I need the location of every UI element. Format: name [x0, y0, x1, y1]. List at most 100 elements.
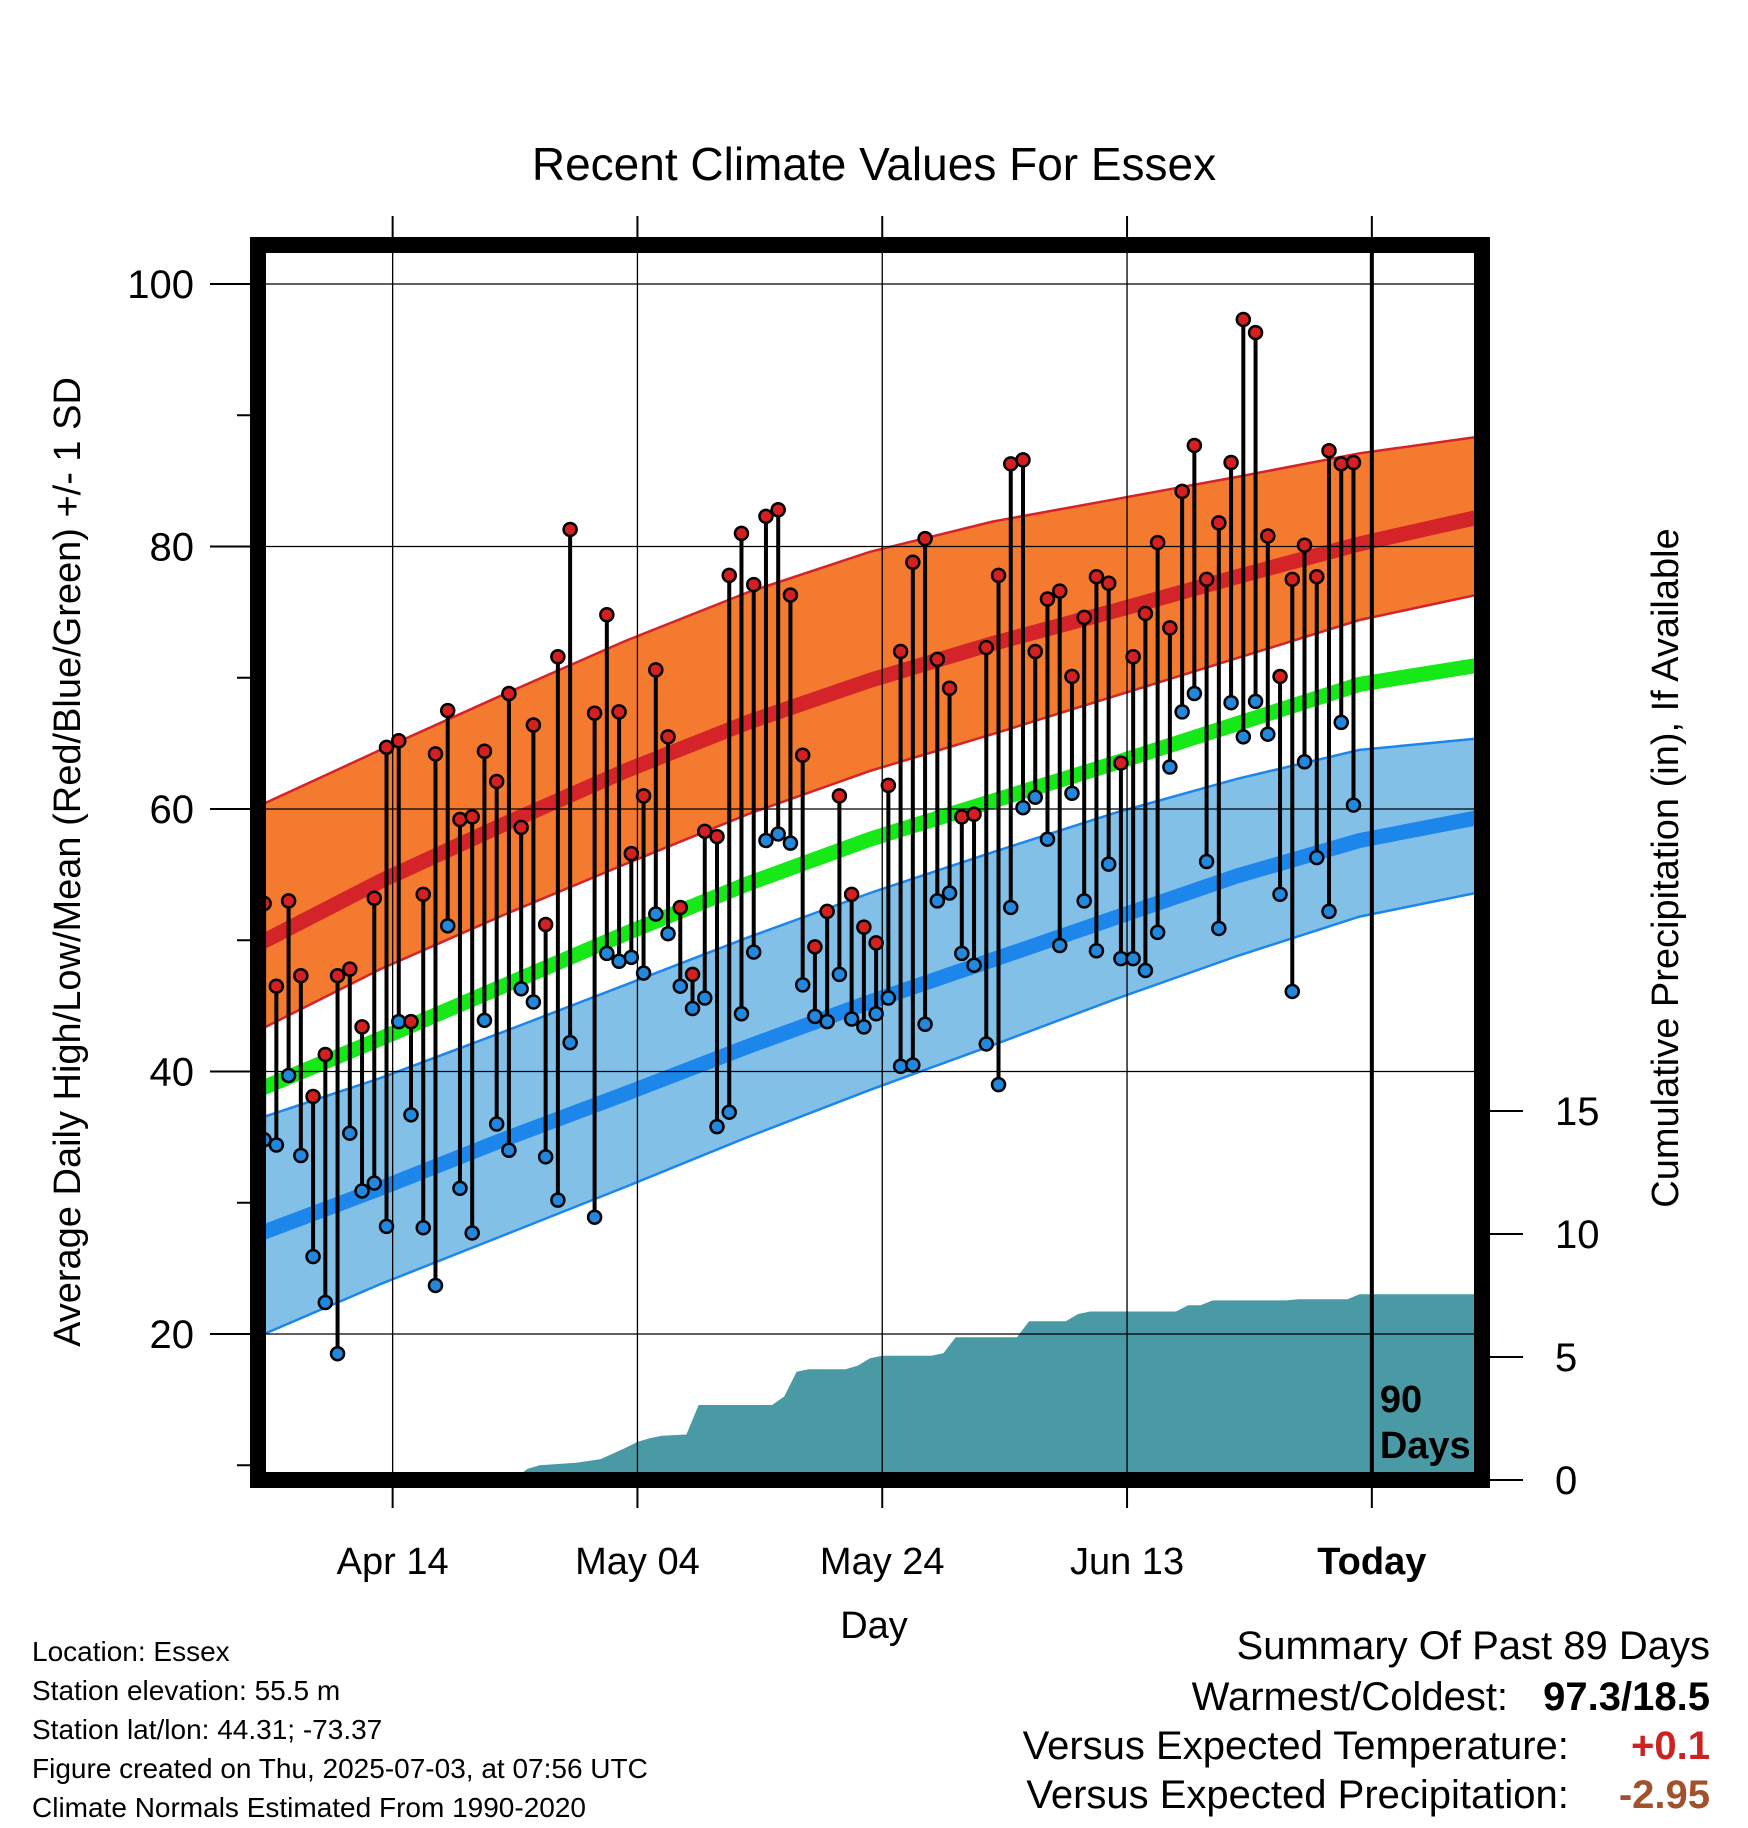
daily-low-point: [1088, 943, 1105, 959]
daily-low-point: [758, 832, 774, 849]
latlon-text: Station lat/lon: 44.31; -73.37: [32, 1714, 383, 1745]
daily-low-point: [1076, 893, 1092, 909]
today-label-days-count: 90: [1380, 1379, 1422, 1421]
summary-heading: Summary Of Past 89 Days: [1236, 1624, 1710, 1668]
daily-low-point: [1137, 962, 1154, 979]
daily-high-point: [1088, 568, 1105, 585]
daily-low-point: [819, 1013, 835, 1030]
daily-high-point: [354, 1019, 370, 1035]
daily-high-point: [1149, 534, 1166, 551]
daily-high-point: [1051, 583, 1068, 599]
y2-tick-label: 10: [1555, 1213, 1600, 1257]
daily-high-point: [452, 811, 468, 828]
daily-low-point: [856, 1019, 872, 1035]
daily-low-point: [1309, 849, 1325, 866]
daily-high-point: [1235, 311, 1252, 328]
daily-low-point: [513, 981, 529, 997]
daily-high-point: [794, 747, 811, 763]
daily-low-point: [1345, 797, 1362, 813]
y2-axis-label: Cumulative Precipitation (in), If Availa…: [1645, 528, 1687, 1207]
warmest-label: Warmest/Coldest:: [1191, 1675, 1509, 1719]
daily-low-point: [329, 1345, 346, 1362]
daily-high-point: [427, 746, 444, 762]
daily-high-point: [1174, 483, 1190, 500]
daily-high-point: [990, 567, 1007, 584]
daily-low-point: [1100, 856, 1117, 872]
daily-high-point: [684, 966, 701, 983]
daily-low-point: [280, 1067, 297, 1084]
summary-temp-row: Versus Expected Temperature: +0.1: [1023, 1724, 1710, 1769]
normal-high-line: [258, 508, 1482, 951]
daily-low-point: [1235, 729, 1252, 745]
daily-high-point: [745, 576, 762, 593]
low-sd-band: [258, 738, 1482, 1337]
daily-low-point: [305, 1248, 321, 1265]
daily-low-point: [427, 1277, 444, 1294]
daily-low-point: [843, 1011, 860, 1027]
daily-high-point: [403, 1013, 419, 1030]
daily-high-point: [770, 502, 786, 518]
daily-high-point: [501, 685, 517, 702]
daily-low-point: [978, 1036, 995, 1052]
daily-high-point: [905, 554, 921, 570]
daily-low-point: [1015, 799, 1031, 816]
daily-low-point: [721, 1104, 737, 1120]
precipitation-area: [258, 1294, 1482, 1480]
x-axis-label: Day: [840, 1605, 908, 1647]
daily-low-point: [1284, 983, 1301, 1000]
daily-low-point: [537, 1149, 554, 1165]
daily-high-point: [819, 903, 835, 920]
daily-high-point: [280, 893, 297, 909]
daily-high-point: [880, 777, 897, 794]
daily-high-point: [831, 788, 848, 804]
daily-low-point: [782, 835, 799, 851]
high-lower-edge: [258, 592, 1482, 1032]
daily-low-point: [415, 1219, 431, 1236]
daily-high-point: [758, 508, 774, 525]
daily-high-point: [293, 967, 309, 984]
daily-low-point: [990, 1076, 1007, 1093]
summary-warmest-row: Warmest/Coldest: 97.3/18.5: [1192, 1675, 1710, 1720]
daily-low-point: [317, 1294, 334, 1311]
daily-high-point: [439, 702, 456, 719]
daily-high-point: [513, 819, 529, 836]
daily-high-point: [378, 739, 395, 756]
created-text: Figure created on Thu, 2025-07-03, at 07…: [32, 1753, 648, 1784]
daily-high-point: [978, 639, 995, 656]
daily-high-point: [550, 649, 566, 665]
daily-low-point: [941, 885, 958, 901]
daily-low-point: [354, 1183, 370, 1199]
daily-high-point: [366, 890, 383, 906]
daily-low-point: [672, 978, 689, 994]
daily-high-point: [1198, 571, 1215, 588]
daily-low-point: [880, 990, 897, 1006]
daily-high-point: [782, 587, 799, 603]
x-tick-label: Apr 14: [337, 1541, 449, 1583]
daily-high-point: [1284, 571, 1301, 588]
station-info: Location: Essex Station elevation: 55.5 …: [32, 1632, 648, 1827]
daily-high-point: [586, 705, 603, 721]
daily-high-point: [611, 704, 627, 720]
daily-high-point: [917, 530, 933, 547]
daily-low-point: [562, 1034, 578, 1051]
daily-low-point: [1125, 950, 1141, 967]
daily-low-point: [1174, 704, 1190, 720]
daily-high-point: [733, 525, 750, 542]
daily-low-point: [1027, 789, 1043, 805]
daily-high-point: [1247, 324, 1264, 341]
daily-low-point: [697, 990, 713, 1006]
daily-low-point: [660, 925, 676, 942]
daily-high-point: [1125, 649, 1141, 665]
daily-high-point: [721, 567, 737, 584]
x-tick-label: May 04: [575, 1541, 700, 1583]
daily-high-point: [966, 806, 982, 822]
daily-high-point: [1333, 456, 1349, 472]
daily-low-point: [831, 966, 848, 983]
daily-low-point: [1223, 694, 1239, 711]
daily-high-point: [1345, 454, 1362, 471]
daily-high-point: [635, 788, 652, 804]
daily-high-point: [929, 651, 946, 668]
daily-low-point: [452, 1180, 468, 1197]
daily-low-point: [501, 1142, 517, 1158]
temp-anomaly-value: +0.1: [1631, 1724, 1710, 1768]
